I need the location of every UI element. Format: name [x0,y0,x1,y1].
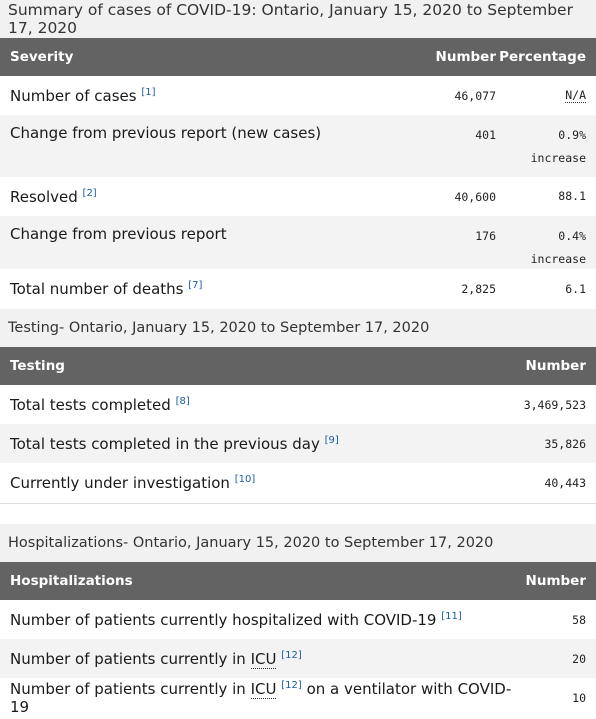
testing-header-row: Testing Number [0,347,596,385]
row-label: Total tests completed [8] [10,395,190,414]
row-number: 3,469,523 [523,397,586,412]
table-row: Total tests completed in the previous da… [0,424,596,463]
footnote-link[interactable]: [11] [441,610,462,622]
footnote-link[interactable]: [12] [281,679,302,691]
table-spacer [0,503,596,524]
header-severity: Severity [10,49,74,65]
table-row: Change from previous report (new cases) … [0,115,596,177]
row-number: 58 [572,612,586,627]
row-label: Currently under investigation [10] [10,474,256,492]
row-number: 40,600 [454,189,496,204]
row-label: Total tests completed in the previous da… [10,434,339,453]
footnote-link[interactable]: [9] [324,434,339,446]
icu-abbr: ICU [250,679,277,699]
icu-abbr: ICU [250,649,277,669]
row-label: Number of patients currently in ICU [12]… [10,679,512,716]
row-number: 401 [475,128,496,142]
row-number: 176 [475,229,496,243]
footnote-link[interactable]: [7] [188,280,203,291]
table-row: Currently under investigation [10] 40,44… [0,463,596,503]
footnote-link[interactable]: [10] [234,474,256,485]
footnote-link[interactable]: [2] [82,187,97,199]
table-row: Number of patients currently hospitalize… [0,600,596,639]
row-percentage: 88.1 [558,189,586,203]
row-percentage: 0.9% increase [530,128,586,165]
row-label: Change from previous report (new cases) [10,124,322,142]
row-percentage: N/A [496,84,586,107]
cases-header-row: Severity Number Percentage [0,38,596,76]
row-percentage: 6.1 [565,281,586,296]
table-row: Number of cases [1] 46,077 N/A [0,76,596,115]
row-number: 35,826 [544,436,586,451]
header-number: Number [525,573,586,589]
row-label: Resolved [2] [10,187,97,206]
row-label: Number of patients currently in ICU [12] [10,649,302,669]
table-row: Number of patients currently in ICU [12]… [0,639,596,678]
row-percentage: 0.4% increase [530,229,586,266]
table-row: Total number of deaths [7] 2,825 6.1 [0,269,596,309]
table-row: Change from previous report 176 0.4% incr… [0,216,596,269]
footnote-link[interactable]: [12] [281,649,302,661]
hosp-caption: Hospitalizations - Ontario, January 15, … [0,524,596,562]
row-label: Number of cases [1] [10,86,156,105]
header-hospitalizations: Hospitalizations [10,573,133,589]
row-number: 20 [572,651,586,666]
footnote-link[interactable]: [8] [175,395,190,407]
header-percentage: Percentage [499,48,586,65]
cases-caption: Summary of cases of COVID-19: Ontario, J… [0,0,596,38]
header-number: Number [435,49,496,65]
table-row: Number of patients currently in ICU [12]… [0,678,596,717]
header-number: Number [525,358,586,374]
row-label: Number of patients currently hospitalize… [10,610,462,629]
testing-caption: Testing - Ontario, January 15, 2020 to S… [0,309,596,347]
row-number: 2,825 [461,282,496,296]
row-number: 40,443 [544,476,586,490]
table-row: Resolved [2] 40,600 88.1 [0,177,596,216]
hosp-header-row: Hospitalizations Number [0,562,596,600]
na-abbr: N/A [565,88,586,103]
row-number: 10 [572,690,586,705]
row-label: Change from previous report [10,225,227,243]
table-row: Total tests completed [8] 3,469,523 [0,385,596,424]
header-testing: Testing [10,358,65,374]
footnote-link[interactable]: [1] [141,86,156,98]
row-label: Total number of deaths [7] [10,280,203,298]
row-number: 46,077 [454,88,496,103]
